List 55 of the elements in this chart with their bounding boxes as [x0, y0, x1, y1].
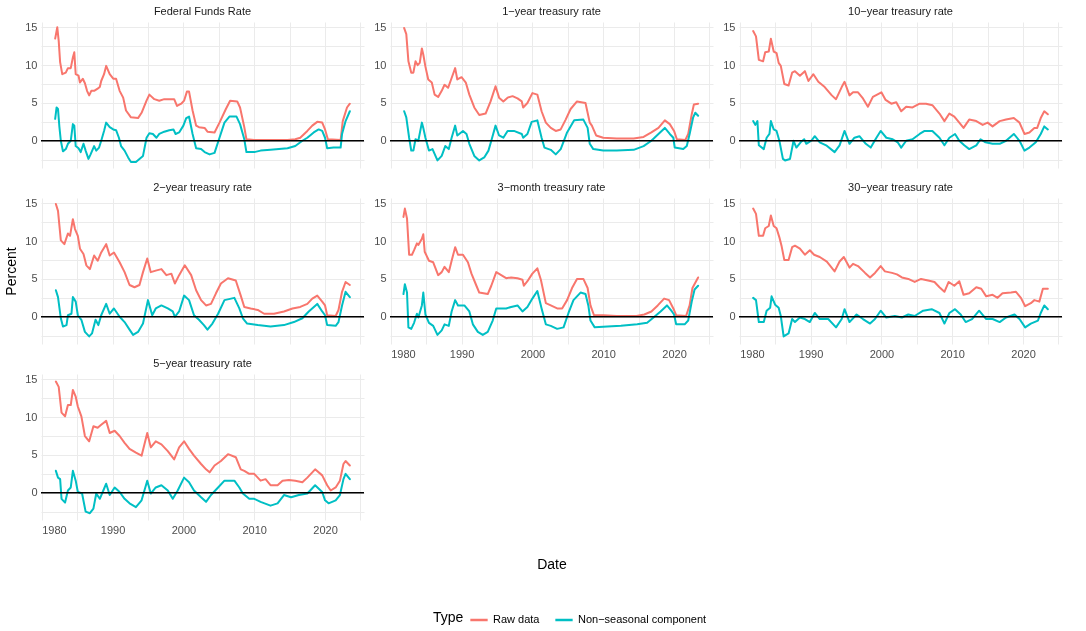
x-tick-label: 2010: [591, 347, 616, 360]
x-tick-label: 2000: [869, 347, 895, 360]
chart-title: 10−year treasury rate: [848, 5, 953, 18]
x-tick-label: 2020: [313, 523, 338, 536]
legend-label: Non−seasonal component: [578, 613, 707, 625]
x-tick-label: 2020: [662, 347, 687, 360]
legend-label: Raw data: [493, 613, 541, 625]
y-tick-label: 5: [31, 448, 38, 461]
y-tick-label: 15: [374, 196, 387, 209]
y-tick-label: 0: [729, 134, 736, 147]
x-axis-title: Date: [537, 555, 567, 572]
y-tick-label: 0: [729, 310, 736, 323]
y-tick-label: 10: [25, 58, 38, 71]
chart-title: Federal Funds Rate: [153, 5, 252, 18]
x-tick-label: 1980: [740, 347, 765, 360]
y-tick-label: 10: [723, 58, 736, 71]
chart-title: 2−year treasury rate: [153, 181, 252, 194]
y-tick-label: 15: [25, 372, 38, 385]
y-tick-label: 15: [723, 20, 736, 33]
y-tick-label: 5: [729, 96, 736, 109]
chart-title: 5−year treasury rate: [153, 357, 252, 370]
y-tick-label: 5: [380, 272, 387, 285]
legend-title: Type: [433, 609, 464, 625]
y-tick-label: 15: [25, 196, 38, 209]
y-tick-label: 15: [25, 20, 38, 33]
x-tick-label: 1990: [798, 347, 824, 360]
x-tick-label: 2010: [242, 523, 267, 536]
y-tick-label: 0: [31, 310, 38, 323]
y-tick-label: 10: [25, 410, 38, 423]
chart-title: 3−month treasury rate: [497, 181, 606, 194]
y-tick-label: 5: [31, 272, 38, 285]
x-tick-label: 2010: [940, 347, 965, 360]
x-tick-label: 1990: [449, 347, 475, 360]
chart-title: 1−year treasury rate: [502, 5, 601, 18]
y-tick-label: 10: [374, 58, 387, 71]
y-tick-label: 10: [25, 234, 38, 247]
y-axis-title: Percent: [3, 247, 20, 296]
y-tick-label: 0: [31, 134, 38, 147]
y-tick-label: 0: [380, 310, 387, 323]
y-tick-label: 15: [723, 196, 736, 209]
y-tick-label: 5: [31, 96, 38, 109]
y-tick-label: 5: [729, 272, 736, 285]
x-tick-label: 2000: [171, 523, 197, 536]
y-tick-label: 0: [31, 486, 38, 499]
y-tick-label: 15: [374, 20, 387, 33]
chart-title: 30−year treasury rate: [848, 181, 953, 194]
x-tick-label: 1980: [391, 347, 416, 360]
y-tick-label: 10: [374, 234, 387, 247]
x-tick-label: 2020: [1011, 347, 1036, 360]
x-tick-label: 2000: [520, 347, 546, 360]
x-tick-label: 1980: [42, 523, 67, 536]
y-tick-label: 0: [380, 134, 387, 147]
y-tick-label: 5: [380, 96, 387, 109]
y-tick-label: 10: [723, 234, 736, 247]
x-tick-label: 1990: [100, 523, 126, 536]
